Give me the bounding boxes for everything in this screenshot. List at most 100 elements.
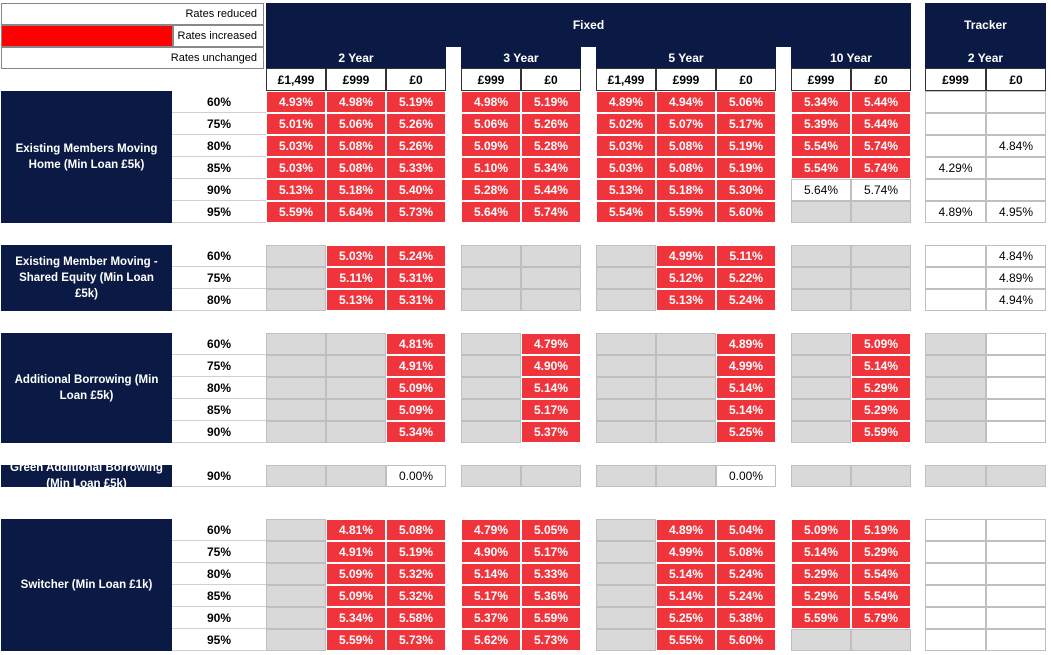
fee-header: £1,499 — [266, 68, 326, 91]
rate-cell — [986, 179, 1046, 201]
rate-cell — [925, 585, 986, 607]
rate-cell: 4.89% — [716, 333, 776, 355]
rate-cell-unavailable — [656, 465, 716, 487]
rate-cell: 5.10% — [461, 157, 521, 179]
rate-cell: 5.14% — [656, 563, 716, 585]
rate-cell: 5.14% — [716, 377, 776, 399]
product-label-additional-borrowing: Additional Borrowing (Min Loan £5k) — [1, 333, 172, 443]
ltv-label: 90% — [172, 179, 266, 201]
rate-cell-unavailable — [461, 377, 521, 399]
rate-cell: 5.17% — [521, 541, 581, 563]
rate-cell: 5.13% — [326, 289, 386, 311]
ltv-label: 95% — [172, 201, 266, 223]
rate-cell — [925, 541, 986, 563]
rate-cell: 4.99% — [656, 541, 716, 563]
rate-cell: 5.28% — [461, 179, 521, 201]
rate-cell-unavailable — [596, 607, 656, 629]
rate-cell: 5.08% — [326, 157, 386, 179]
rate-cell-unavailable — [521, 465, 581, 487]
rate-cell: 4.79% — [521, 333, 581, 355]
rate-cell — [986, 399, 1046, 421]
rate-cell: 5.13% — [266, 179, 326, 201]
rate-cell: 4.93% — [266, 91, 326, 113]
rate-cell-unavailable — [596, 585, 656, 607]
rate-cell: 4.91% — [386, 355, 446, 377]
ltv-label: 95% — [172, 629, 266, 651]
rate-cell: 5.44% — [851, 113, 911, 135]
rate-cell: 5.54% — [791, 135, 851, 157]
ltv-label: 85% — [172, 399, 266, 421]
rate-cell: 5.59% — [656, 201, 716, 223]
rate-cell: 5.74% — [851, 135, 911, 157]
rate-cell-unavailable — [521, 289, 581, 311]
rate-cell: 5.54% — [791, 157, 851, 179]
rate-cell-unavailable — [266, 421, 326, 443]
rate-cell-unavailable — [266, 519, 326, 541]
rate-cell — [986, 585, 1046, 607]
product-label-switcher: Switcher (Min Loan £1k) — [1, 519, 172, 651]
rate-cell: 5.29% — [791, 563, 851, 585]
rate-cell: 5.32% — [386, 585, 446, 607]
rate-cell-unavailable — [461, 267, 521, 289]
rate-cell: 5.08% — [656, 135, 716, 157]
rate-cell-unavailable — [596, 399, 656, 421]
rate-cell: 5.38% — [716, 607, 776, 629]
rate-cell: 4.84% — [986, 135, 1046, 157]
fee-header: £999 — [656, 68, 716, 91]
rate-cell: 5.60% — [716, 201, 776, 223]
fee-header: £0 — [986, 68, 1046, 91]
rate-cell-unavailable — [791, 465, 851, 487]
rate-cell: 5.26% — [386, 113, 446, 135]
rate-cell-unavailable — [925, 333, 986, 355]
ltv-label: 80% — [172, 563, 266, 585]
rate-cell: 5.19% — [386, 91, 446, 113]
ltv-label: 75% — [172, 113, 266, 135]
rate-cell-unavailable — [266, 541, 326, 563]
rate-cell — [986, 333, 1046, 355]
rate-cell: 5.34% — [521, 157, 581, 179]
rate-cell: 5.05% — [521, 519, 581, 541]
rate-cell: 5.33% — [521, 563, 581, 585]
rate-cell: 5.44% — [521, 179, 581, 201]
fee-header: £999 — [461, 68, 521, 91]
rate-cell-unavailable — [791, 267, 851, 289]
rate-cell-unavailable — [326, 377, 386, 399]
legend-rates-increased-swatch — [1, 25, 173, 47]
rate-cell: 5.64% — [326, 201, 386, 223]
rate-cell-unavailable — [596, 563, 656, 585]
rate-cell — [986, 157, 1046, 179]
rate-cell: 5.01% — [266, 113, 326, 135]
rate-cell: 5.29% — [791, 585, 851, 607]
ltv-label: 60% — [172, 91, 266, 113]
rate-cell: 5.17% — [461, 585, 521, 607]
rate-cell: 5.08% — [386, 519, 446, 541]
fee-header: £0 — [716, 68, 776, 91]
rate-cell — [986, 607, 1046, 629]
rate-cell: 5.59% — [851, 421, 911, 443]
rate-cell: 5.54% — [851, 563, 911, 585]
rate-cell-unavailable — [266, 563, 326, 585]
rate-cell-unavailable — [656, 333, 716, 355]
rate-cell: 5.13% — [656, 289, 716, 311]
rate-cell: 5.25% — [716, 421, 776, 443]
rate-cell: 4.90% — [521, 355, 581, 377]
rate-cell-unavailable — [656, 355, 716, 377]
rate-cell — [925, 289, 986, 311]
rate-cell-unavailable — [326, 465, 386, 487]
rate-cell: 5.34% — [326, 607, 386, 629]
rate-cell-unavailable — [266, 465, 326, 487]
rate-cell-unavailable — [791, 377, 851, 399]
rate-cell: 4.84% — [986, 245, 1046, 267]
rate-cell-unavailable — [596, 519, 656, 541]
rate-cell: 5.09% — [386, 399, 446, 421]
product-label-existing-member-moving-shared-equity: Existing Member Moving - Shared Equity (… — [1, 245, 172, 311]
rate-cell: 5.19% — [521, 91, 581, 113]
rate-cell-unavailable — [596, 333, 656, 355]
rate-cell-unavailable — [925, 465, 986, 487]
rate-cell: 5.32% — [386, 563, 446, 585]
rate-cell-unavailable — [521, 245, 581, 267]
rate-cell: 5.74% — [521, 201, 581, 223]
rate-cell — [925, 267, 986, 289]
ltv-label: 80% — [172, 289, 266, 311]
rate-cell: 5.09% — [791, 519, 851, 541]
